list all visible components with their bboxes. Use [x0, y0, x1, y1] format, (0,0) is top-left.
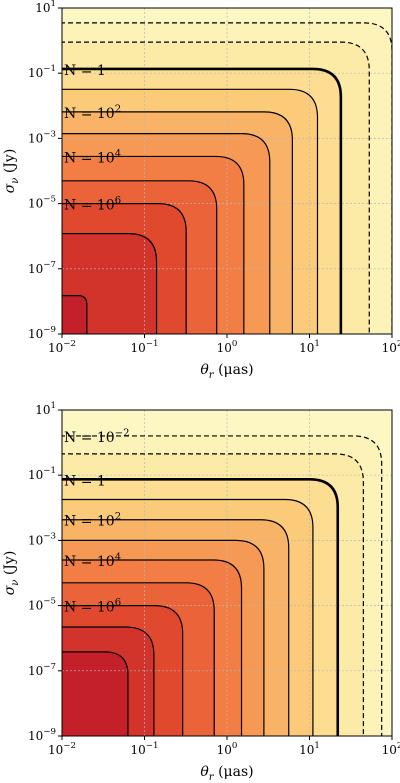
contour-label-2: N = 104	[64, 148, 121, 166]
contour-line-8	[62, 605, 184, 736]
x-tick-label: 10−1	[131, 741, 159, 757]
y-tick-label: 10−7	[28, 662, 56, 678]
x-tick-label: 102	[382, 741, 400, 757]
x-axis-title: θr (μas)	[200, 362, 253, 381]
contour-line-4	[62, 111, 293, 334]
y-axis-title: σν (Jy)	[2, 551, 21, 596]
y-tick-label: 10−5	[28, 597, 56, 613]
contour-line-0	[62, 435, 383, 736]
contour-line-4	[62, 519, 290, 736]
contour-line-2	[62, 67, 343, 334]
x-tick-label: 100	[217, 339, 238, 355]
x-tick-label: 102	[382, 339, 400, 355]
contour-line-8	[62, 203, 187, 334]
y-tick-label: 10−1	[28, 466, 56, 482]
y-tick-label: 10−5	[28, 195, 56, 211]
y-tick-label: 10−3	[28, 129, 56, 145]
y-tick-label: 101	[35, 401, 56, 417]
contour-line-1	[62, 41, 370, 334]
contour-label-4: N = 106	[64, 598, 121, 616]
contour-line-9	[62, 233, 158, 334]
contour-label-3: N = 106	[64, 196, 121, 214]
y-tick-label: 10−3	[28, 531, 56, 547]
y-tick-label: 101	[35, 0, 56, 15]
contour-line-10	[62, 651, 129, 736]
contour-line-7	[62, 180, 218, 334]
contour-line-5	[62, 133, 271, 334]
y-axis-title: σν (Jy)	[2, 149, 21, 194]
plot-area	[62, 410, 392, 736]
contour-label-0: N = 10−2	[64, 428, 130, 446]
y-tick-label: 10−9	[28, 727, 56, 743]
contour-line-3	[62, 498, 314, 736]
x-tick-label: 10−2	[48, 339, 76, 355]
contour-label-3: N = 104	[64, 552, 121, 570]
contour-label-0: N = 1	[64, 63, 106, 79]
contour-line-10	[62, 295, 88, 334]
heatmap-band	[62, 233, 157, 334]
x-tick-label: 10−1	[131, 339, 159, 355]
contour-line-6	[62, 155, 245, 334]
x-tick-label: 10−2	[48, 741, 76, 757]
contour-label-1: N = 102	[64, 104, 121, 122]
x-tick-label: 101	[299, 741, 320, 757]
x-axis-title: θr (μas)	[200, 764, 253, 783]
contour-line-7	[62, 582, 215, 736]
heatmap-band	[62, 651, 128, 736]
plot-area	[62, 8, 392, 334]
contour-label-2: N = 102	[64, 512, 121, 530]
contour-line-1	[62, 453, 364, 736]
contour-label-1: N = 1	[64, 473, 106, 489]
x-tick-label: 100	[217, 741, 238, 757]
contour-line-3	[62, 88, 319, 334]
x-tick-label: 101	[299, 339, 320, 355]
contour-line-0	[62, 22, 392, 334]
contour-line-5	[62, 539, 265, 736]
y-tick-label: 10−9	[28, 325, 56, 341]
contour-line-9	[62, 626, 155, 736]
contour-line-2	[62, 477, 340, 736]
chart-panel-1: N = 1 N = 102 N = 104 N = 106 10−2 10−1 100 101…	[2, 0, 400, 381]
contour-line-6	[62, 559, 243, 736]
heatmap-band	[62, 295, 87, 334]
y-tick-label: 10−1	[28, 64, 56, 80]
y-tick-label: 10−7	[28, 260, 56, 276]
